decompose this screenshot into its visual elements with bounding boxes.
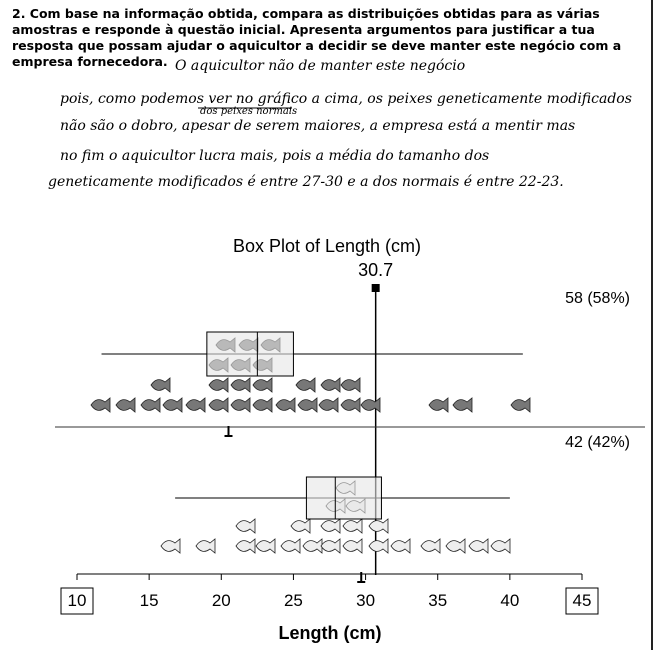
x-axis-title: Length (cm) [279,623,382,643]
group-label: 42 (42%) [565,434,630,451]
x-tick-label: 30 [356,591,375,610]
x-tick-label: 45 [573,591,592,610]
answer-line: geneticamente modificados é entre 27-30 … [48,174,564,190]
x-tick-label: 15 [140,591,159,610]
question-line: 2. Com base na informação obtida, compar… [12,6,600,21]
x-tick-label: 20 [212,591,231,610]
chart-title: Box Plot of Length (cm) [233,236,421,256]
box [306,477,381,519]
question-line: empresa fornecedora. [12,54,168,69]
answer-line: não são o dobro, apesar de serem maiores… [60,118,575,134]
question-line: resposta que possam ajudar o aquicultor … [12,38,621,53]
x-tick-label: 10 [68,591,87,610]
x-tick-label: 35 [428,591,447,610]
reference-marker [372,284,380,292]
reference-label: 30.7 [358,260,393,280]
box [207,332,294,376]
question-line: amostras e responde à questão inicial. A… [12,22,595,37]
page: 2. Com base na informação obtida, compar… [0,0,661,650]
group-label: 58 (58%) [565,290,630,307]
answer-line: O aquicultor não de manter este negócio [175,58,465,74]
answer-line: no fim o aquicultor lucra mais, pois a m… [60,148,489,164]
x-tick-label: 25 [284,591,303,610]
x-tick-label: 40 [500,591,519,610]
answer-line: pois, como podemos ver no gráfico a cima… [60,91,632,107]
